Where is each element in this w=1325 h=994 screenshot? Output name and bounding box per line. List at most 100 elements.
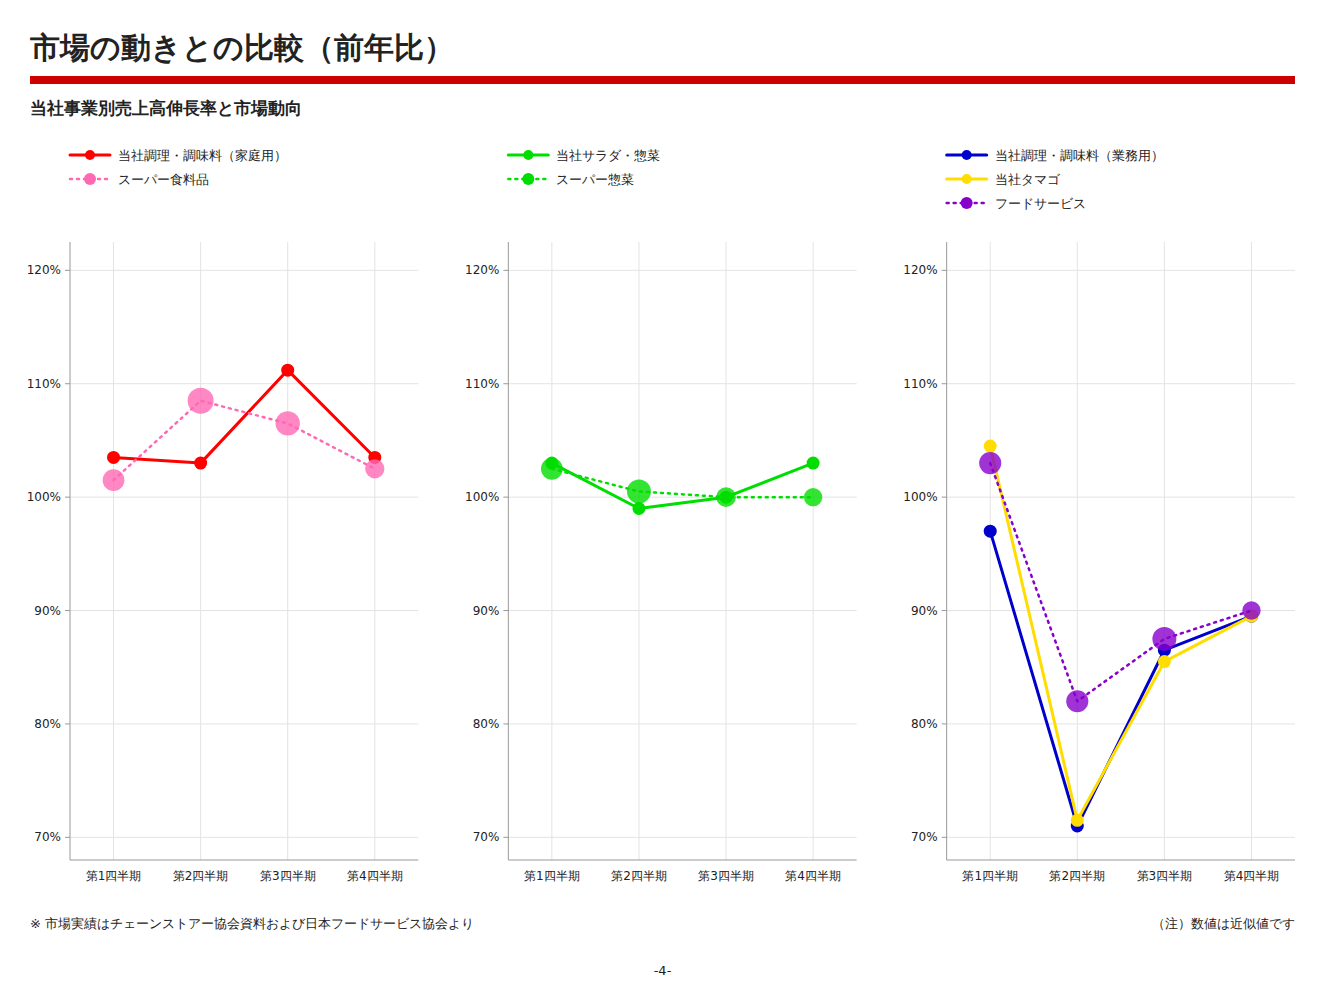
panel: 当社調理・調味料（業務用）当社タマゴフードサービス70%80%90%100%11…	[903, 148, 1295, 883]
y-tick-label: 100%	[465, 490, 499, 504]
y-grid-line	[508, 383, 856, 384]
series-line	[990, 463, 1251, 701]
point	[107, 451, 120, 464]
x-tick-label: 第3四半期	[260, 869, 316, 883]
legend-label: 当社調理・調味料（業務用）	[995, 148, 1164, 163]
y-grid-line	[947, 383, 1295, 384]
y-grid-line	[947, 723, 1295, 724]
bubble	[627, 479, 651, 503]
y-tick	[65, 383, 70, 384]
legend-marker	[962, 174, 972, 184]
point	[1158, 655, 1171, 668]
y-axis-line	[508, 242, 509, 860]
x-tick-label: 第4四半期	[347, 869, 403, 883]
bubble	[365, 459, 384, 478]
legend-marker	[84, 173, 96, 185]
legend-label: フードサービス	[995, 196, 1086, 211]
series-line	[114, 401, 375, 480]
y-grid-line	[508, 837, 856, 838]
panel: 当社サラダ・惣菜スーパー惣菜70%80%90%100%110%120%第1四半期…	[465, 148, 857, 883]
y-tick-label: 70%	[473, 830, 500, 844]
bubble	[188, 388, 214, 414]
grid: 70%80%90%100%110%120%第1四半期第2四半期第3四半期第4四半…	[465, 242, 857, 883]
series-line	[114, 370, 375, 463]
y-tick	[942, 497, 947, 498]
x-tick-label: 第4四半期	[785, 869, 841, 883]
bubble	[103, 469, 125, 491]
legend-marker	[522, 173, 534, 185]
bubble	[541, 458, 563, 480]
y-tick	[942, 383, 947, 384]
annotation: -4-	[654, 963, 672, 978]
legend-label: 当社サラダ・惣菜	[556, 148, 660, 163]
legend: 当社調理・調味料（業務用） 当社タマゴフードサービス	[947, 148, 1164, 211]
y-tick	[942, 610, 947, 611]
point	[281, 364, 294, 377]
y-grid-line	[70, 837, 418, 838]
y-grid-line	[947, 837, 1295, 838]
series-line	[990, 531, 1251, 826]
grid: 70%80%90%100%110%120%第1四半期第2四半期第3四半期第4四半…	[27, 242, 419, 883]
grid: 70%80%90%100%110%120%第1四半期第2四半期第3四半期第4四半…	[903, 242, 1295, 883]
annotation: ※ 市場実績はチェーンストアー協会資料および日本フードサービス協会より	[30, 916, 474, 931]
title: 市場の動きとの比較（前年比）	[29, 30, 454, 65]
y-grid-line	[70, 270, 418, 271]
legend-marker	[523, 150, 533, 160]
y-grid-line	[70, 723, 418, 724]
y-grid-line	[508, 723, 856, 724]
bubble	[1066, 690, 1088, 712]
y-axis-line	[70, 242, 71, 860]
x-grid-line	[990, 242, 991, 860]
y-tick	[503, 383, 508, 384]
bubble	[804, 488, 822, 506]
y-tick-label: 110%	[903, 377, 937, 391]
y-tick-label: 100%	[903, 490, 937, 504]
y-tick-label: 80%	[34, 717, 61, 731]
bubble	[1242, 601, 1260, 619]
x-grid-line	[1164, 242, 1165, 860]
y-grid-line	[70, 610, 418, 611]
x-tick-label: 第3四半期	[1137, 869, 1193, 883]
y-grid-line	[70, 383, 418, 384]
y-tick-label: 120%	[465, 263, 499, 277]
legend-marker	[961, 197, 973, 209]
y-tick-label: 70%	[34, 830, 61, 844]
y-grid-line	[508, 610, 856, 611]
x-grid-line	[374, 242, 375, 860]
x-tick-label: 第1四半期	[86, 869, 142, 883]
y-axis-line	[946, 242, 947, 860]
point	[807, 457, 820, 470]
y-tick	[942, 837, 947, 838]
series-line	[552, 469, 813, 497]
y-grid-line	[947, 270, 1295, 271]
x-tick-label: 第2四半期	[173, 869, 229, 883]
x-grid-line	[1077, 242, 1078, 860]
x-tick-label: 第1四半期	[524, 869, 580, 883]
legend-label: 当社調理・調味料（家庭用）	[118, 148, 287, 163]
y-tick-label: 90%	[473, 604, 500, 618]
chart-root: 市場の動きとの比較（前年比） 当社事業別売上高伸長率と市場動向当社調理・調味料（家…	[0, 0, 1325, 994]
x-tick-label: 第2四半期	[1049, 869, 1105, 883]
x-tick-label: 第4四半期	[1224, 869, 1280, 883]
y-tick-label: 110%	[27, 377, 61, 391]
y-tick	[65, 837, 70, 838]
legend-marker	[85, 150, 95, 160]
y-grid-line	[947, 497, 1295, 498]
point	[632, 502, 645, 515]
bubble	[276, 411, 300, 435]
marks	[541, 457, 822, 515]
legend: 当社調理・調味料（家庭用） スーパー食料品	[70, 148, 287, 187]
y-tick-label: 90%	[911, 604, 938, 618]
legend-label: スーパー食料品	[118, 172, 209, 187]
series-line	[552, 463, 813, 508]
legend-marker	[962, 150, 972, 160]
point	[1071, 814, 1084, 827]
annotation: （注）数値は近似値です	[1152, 916, 1295, 931]
bubble	[1152, 627, 1176, 651]
subtitle: 当社事業別売上高伸長率と市場動向	[30, 98, 302, 118]
marks	[979, 440, 1261, 833]
y-grid-line	[70, 497, 418, 498]
legend-label: 当社タマゴ	[995, 172, 1061, 187]
y-tick	[503, 497, 508, 498]
y-tick	[65, 723, 70, 724]
